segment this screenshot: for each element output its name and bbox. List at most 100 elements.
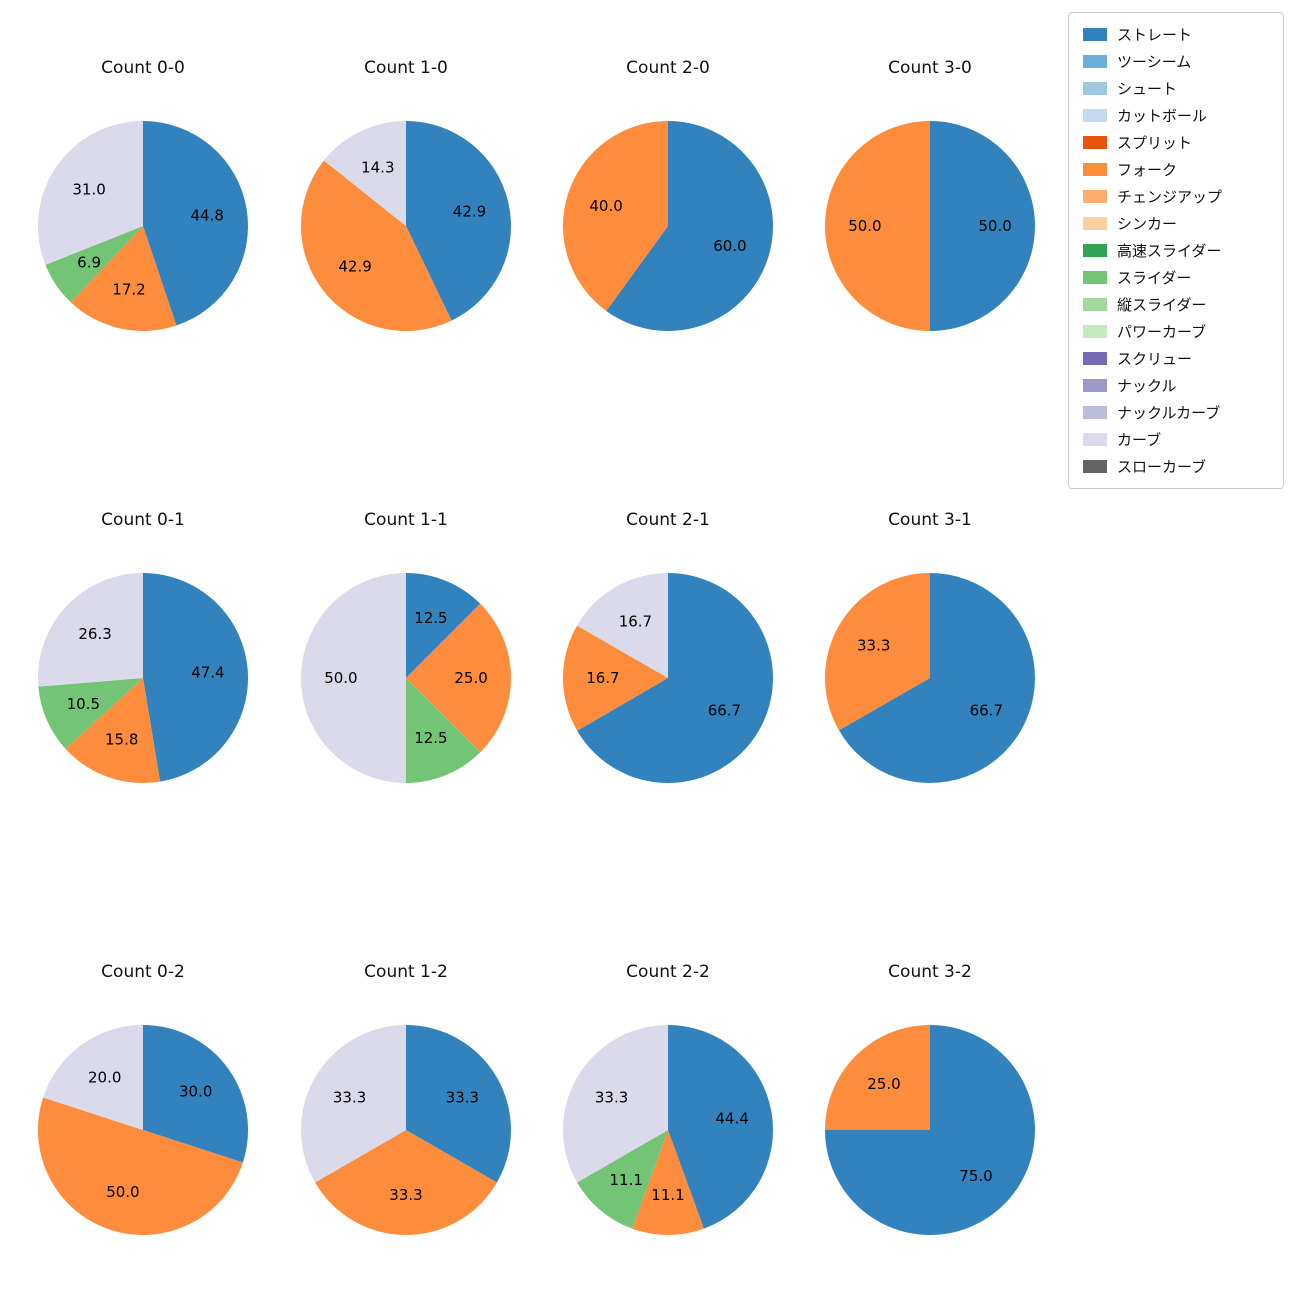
pie-percent-label: 33.3	[595, 1089, 628, 1107]
pie-percent-label: 44.4	[715, 1110, 748, 1128]
legend-label: スローカーブ	[1117, 458, 1207, 476]
pie-count-0-2: 30.0 50.0 20.0	[38, 1025, 248, 1235]
pie-slice	[70, 226, 177, 331]
pie-percent-label: 60.0	[713, 237, 746, 255]
pie-slice	[825, 573, 930, 731]
legend-color-swatch	[1083, 163, 1107, 176]
pie-count-0-0: 44.8 17.2 6.9 31.0	[37, 121, 248, 331]
pie-percent-label: 66.7	[970, 702, 1003, 720]
pie-count-3-2: 75.0 25.0	[825, 1025, 1035, 1235]
legend-label: カットボール	[1117, 107, 1208, 125]
legend-color-swatch	[1083, 460, 1107, 473]
pie-percent-label: 50.0	[324, 669, 357, 687]
legend-item: 高速スライダー	[1079, 237, 1273, 264]
pie-percent-label: 42.9	[338, 258, 371, 276]
pie-slice	[406, 603, 512, 753]
pie-chart-count-2-0: Count 2-0 60.0 40.0	[560, 56, 776, 334]
chart-title: Count 3-1	[888, 510, 972, 530]
pie-slice	[143, 121, 248, 326]
pie-slice	[825, 121, 930, 331]
legend-item: チェンジアップ	[1079, 183, 1273, 210]
legend-item: フォーク	[1079, 156, 1273, 183]
pie-percent-label: 17.2	[112, 281, 145, 299]
pie-slice	[825, 1025, 930, 1130]
pie-chart-count-3-1: Count 3-1 66.7 33.3	[822, 508, 1038, 786]
legend-color-swatch	[1083, 325, 1107, 338]
pie-percent-label: 12.5	[414, 609, 447, 627]
pie-chart-count-1-2: Count 1-2 33.3 33.3 33.3	[298, 960, 514, 1238]
legend-label: カーブ	[1117, 431, 1162, 449]
legend-label: ナックル	[1117, 377, 1177, 395]
chart-title: Count 1-2	[364, 962, 448, 982]
pie-percent-label: 33.3	[389, 1186, 422, 1204]
pie-percent-label: 14.3	[361, 158, 394, 176]
legend-item: シュート	[1079, 75, 1273, 102]
legend-label: スライダー	[1117, 269, 1192, 287]
legend-color-swatch	[1083, 298, 1107, 311]
pie-slice	[38, 678, 143, 749]
legend-label: チェンジアップ	[1117, 188, 1223, 206]
pie-slice	[143, 573, 248, 782]
legend-color-swatch	[1083, 82, 1107, 95]
legend-color-swatch	[1083, 109, 1107, 122]
pie-slice	[838, 573, 1035, 783]
pie-chart-count-3-0: Count 3-0 50.0 50.0	[822, 56, 1038, 334]
legend-item: ナックル	[1079, 372, 1273, 399]
legend-color-swatch	[1083, 379, 1107, 392]
pie-slice	[43, 1025, 143, 1130]
pie-count-1-0: 42.9 42.9 14.3	[300, 121, 511, 331]
pie-slice	[577, 1130, 668, 1229]
legend-color-swatch	[1083, 190, 1107, 203]
legend-label: スプリット	[1117, 134, 1193, 152]
legend-color-swatch	[1083, 271, 1107, 284]
pie-percent-label: 12.5	[414, 729, 447, 747]
legend-item: ストレート	[1079, 21, 1273, 48]
pie-count-2-0: 60.0 40.0	[563, 121, 773, 331]
legend-items: ストレートツーシームシュートカットボール スプリットフォークチェンジアップシンカー…	[1079, 21, 1273, 480]
pie-percent-label: 42.9	[453, 203, 486, 221]
pie-slice	[563, 625, 668, 731]
pie-count-2-2: 44.4 11.1 11.1 33.3	[563, 1025, 773, 1235]
legend-label: スクリュー	[1117, 350, 1193, 368]
pie-slice	[406, 678, 481, 783]
pie-chart-count-0-2: Count 0-2 30.0 50.0 20.0	[35, 960, 251, 1238]
legend-label: ツーシーム	[1117, 53, 1192, 71]
pie-slice	[606, 121, 773, 331]
pie-percent-label: 26.3	[78, 625, 111, 643]
pie-chart-count-2-1: Count 2-1 66.7 16.7 16.7	[560, 508, 776, 786]
legend-label: 縦スライダー	[1117, 296, 1207, 314]
pie-percent-label: 50.0	[848, 217, 881, 235]
pie-slice	[632, 1130, 704, 1235]
legend-color-swatch	[1083, 352, 1107, 365]
pie-slice	[315, 1130, 497, 1235]
chart-title: Count 0-0	[101, 58, 185, 78]
pie-percent-label: 47.4	[191, 664, 224, 682]
pie-slice	[406, 121, 511, 321]
pie-percent-label: 25.0	[867, 1075, 900, 1093]
pie-slice	[563, 121, 668, 311]
legend-color-swatch	[1083, 136, 1107, 149]
legend-item: スライダー	[1079, 264, 1273, 291]
legend-item: 縦スライダー	[1079, 291, 1273, 318]
pie-percent-label: 11.1	[609, 1171, 642, 1189]
pie-percent-label: 30.0	[179, 1083, 212, 1101]
pie-slice	[300, 160, 452, 331]
legend-item: シンカー	[1079, 210, 1273, 237]
pie-count-1-1: 12.5 25.0 12.5 50.0	[301, 573, 512, 783]
legend-item: スローカーブ	[1079, 453, 1273, 480]
pie-percent-label: 25.0	[454, 669, 487, 687]
pie-chart-count-0-0: Count 0-0 44.8 17.2 6.9 31.0	[35, 56, 251, 334]
pie-percent-label: 16.7	[619, 613, 652, 631]
pie-percent-label: 66.7	[708, 702, 741, 720]
pie-slice	[65, 678, 161, 783]
pie-chart-count-0-1: Count 0-1 47.4 15.8 10.5 26.3	[35, 508, 251, 786]
pie-slice	[563, 1025, 668, 1183]
pie-count-3-0: 50.0 50.0	[825, 121, 1035, 331]
pie-percent-label: 16.7	[586, 669, 619, 687]
pie-slice	[930, 121, 1035, 331]
legend: ストレートツーシームシュートカットボール スプリットフォークチェンジアップシンカー…	[1068, 12, 1284, 489]
pie-slice	[577, 573, 773, 783]
chart-title: Count 1-1	[364, 510, 448, 530]
pie-slice	[38, 1097, 243, 1235]
pie-chart-count-2-2: Count 2-2 44.4 11.1 11.1 33.3	[560, 960, 776, 1238]
